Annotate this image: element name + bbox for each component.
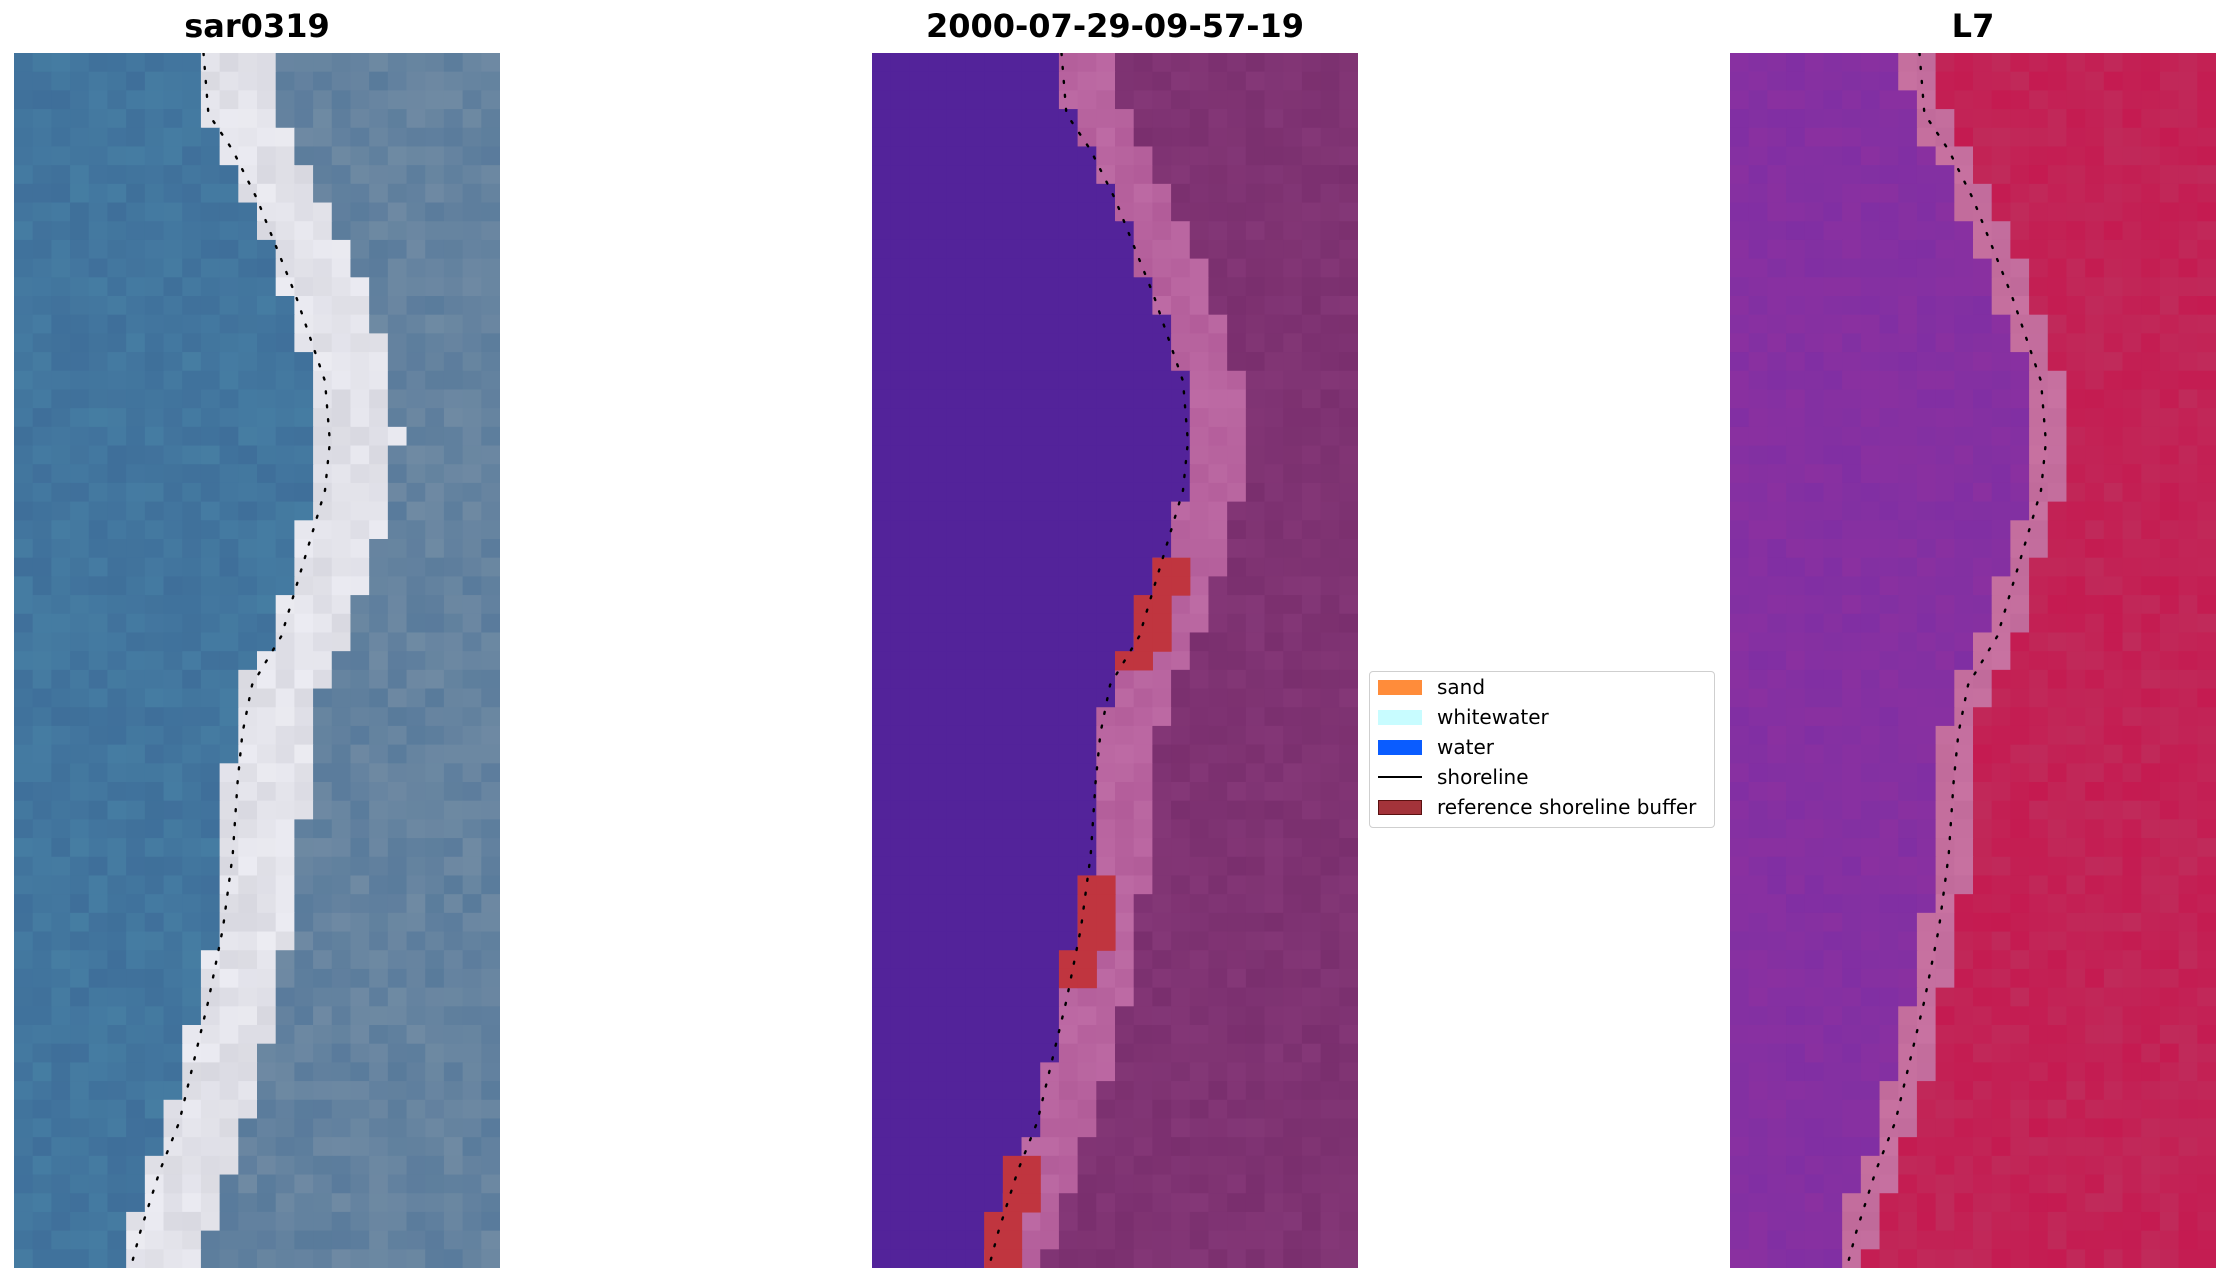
index-image-panel [1730, 53, 2216, 1268]
legend-label-whitewater: whitewater [1437, 705, 1549, 729]
shoreline-dots [129, 53, 332, 1268]
classified-image [872, 53, 1358, 1268]
legend-item-water: water [1370, 732, 1714, 762]
legend-item-reference-buffer: reference shoreline buffer [1370, 792, 1714, 822]
legend-line-shoreline [1378, 776, 1422, 778]
rgb-image [14, 53, 500, 1268]
legend-item-whitewater: whitewater [1370, 702, 1714, 732]
legend-label-shoreline: shoreline [1437, 765, 1529, 789]
reference-buffer-pixels [984, 557, 1191, 1268]
legend-label-water: water [1437, 735, 1494, 759]
rgb-image-panel [14, 53, 500, 1268]
legend-item-shoreline: shoreline [1370, 762, 1714, 792]
shoreline-dots [987, 53, 1190, 1268]
pixel-mosaic [872, 53, 1358, 1268]
legend: sand whitewater water shoreline referenc… [1369, 671, 1715, 828]
legend-swatch-whitewater [1378, 710, 1422, 725]
panel-title-classified: 2000-07-29-09-57-19 [925, 7, 1305, 45]
classified-image-panel [872, 53, 1358, 1268]
legend-label-reference-buffer: reference shoreline buffer [1437, 795, 1697, 819]
index-image [1730, 53, 2216, 1268]
legend-swatch-reference-buffer [1378, 800, 1422, 815]
pixel-mosaic [1730, 53, 2216, 1268]
legend-item-sand: sand [1370, 672, 1714, 702]
legend-swatch-sand [1378, 680, 1422, 695]
shoreline-dots [1845, 53, 2048, 1268]
legend-label-sand: sand [1437, 675, 1486, 699]
pixel-mosaic [14, 53, 500, 1268]
panel-title-rgb: sar0319 [184, 7, 330, 45]
panel-title-index: L7 [1951, 7, 1995, 45]
legend-swatch-water [1378, 740, 1422, 755]
